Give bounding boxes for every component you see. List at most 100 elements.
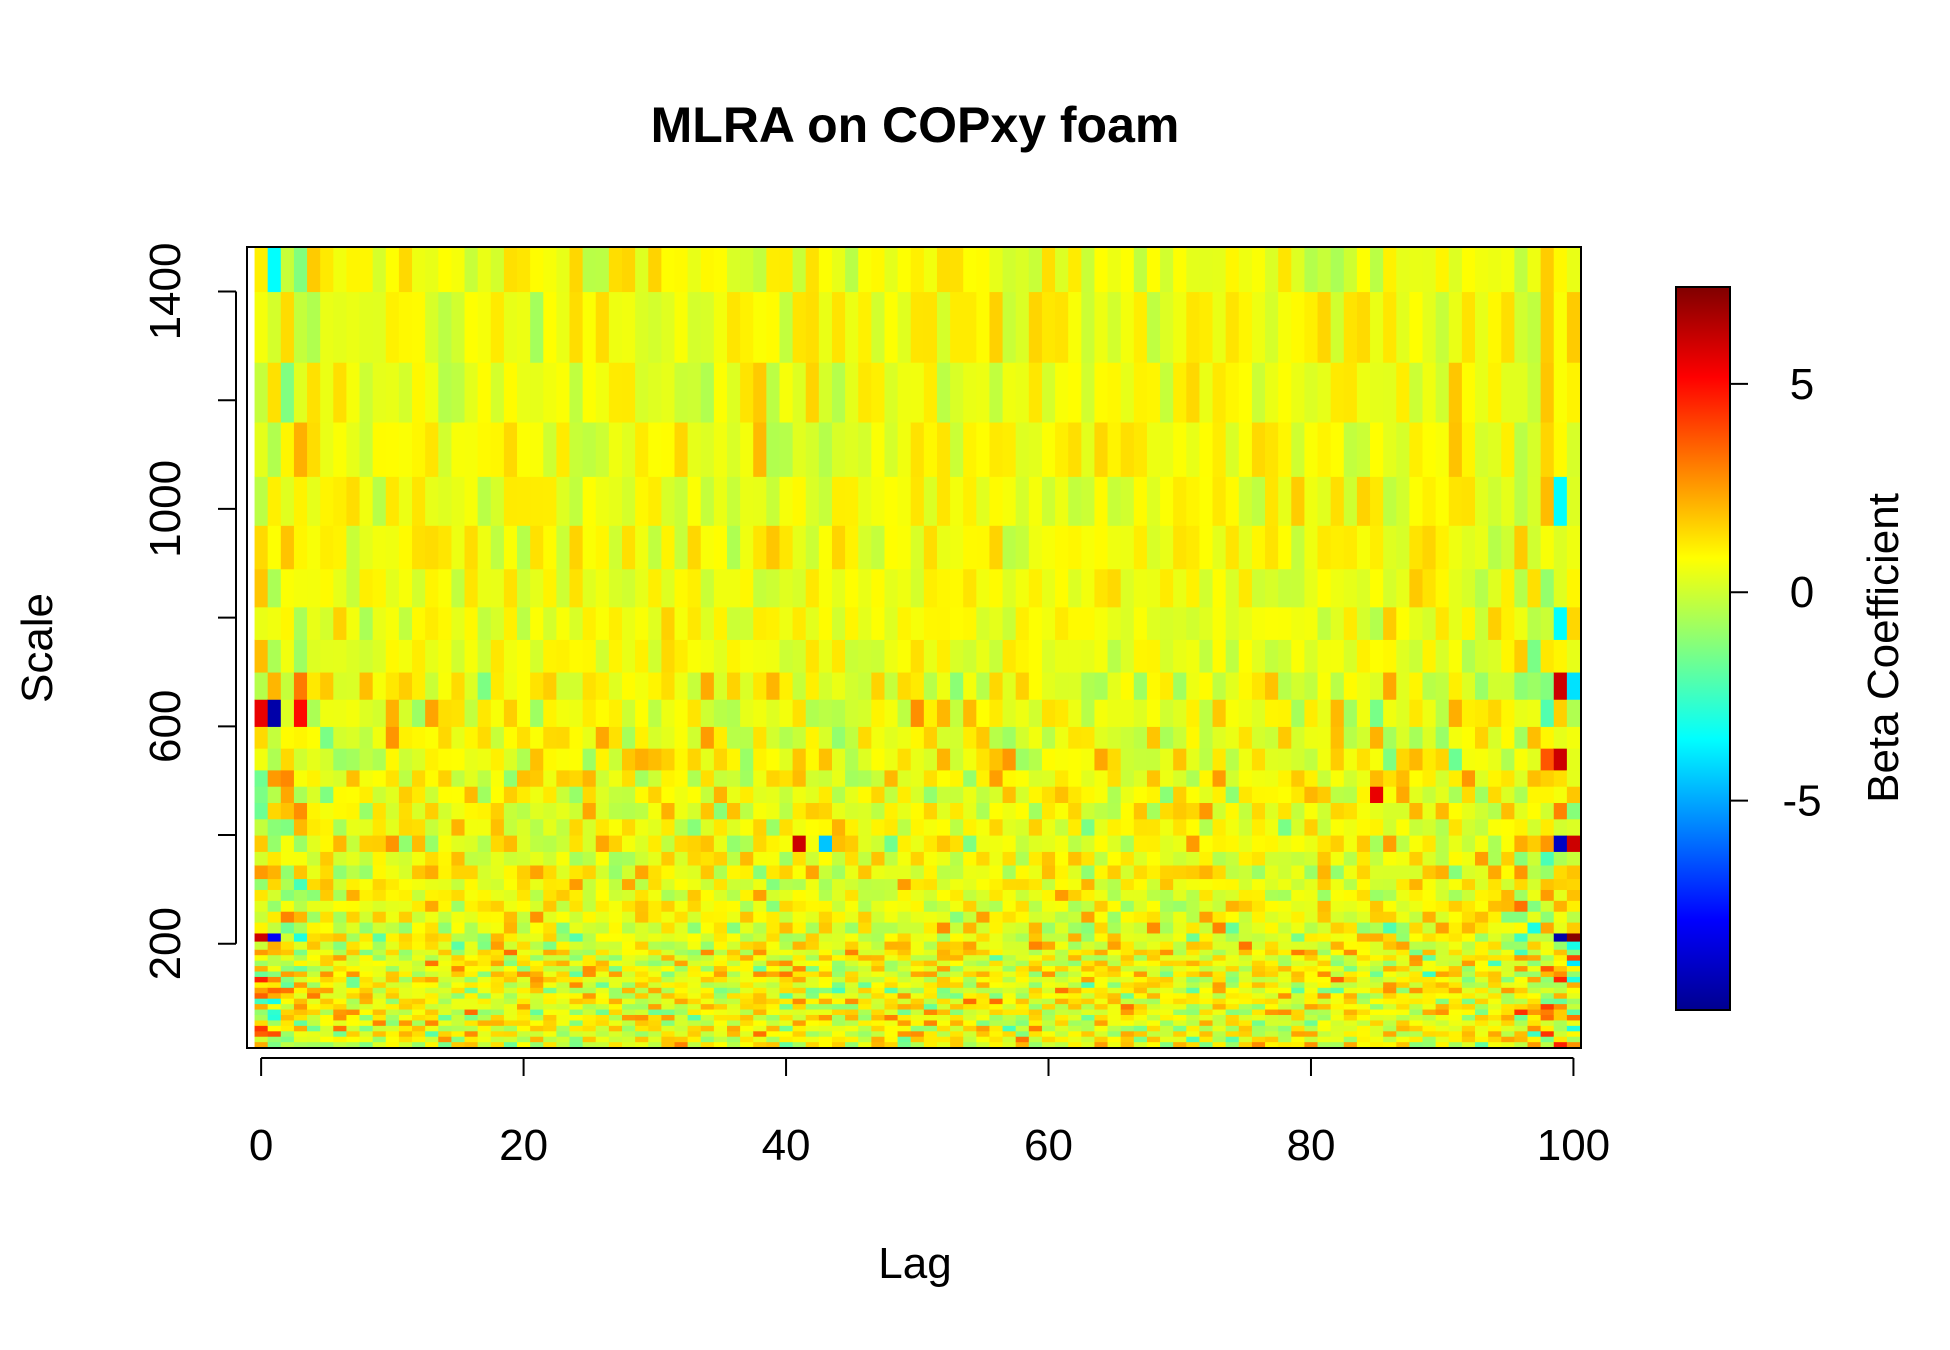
heatmap-cell <box>1081 786 1096 804</box>
heatmap-cell <box>1015 921 1030 934</box>
heatmap-cell <box>1553 976 1568 983</box>
heatmap-cell <box>1068 981 1082 988</box>
heatmap-cell <box>425 362 439 423</box>
heatmap-cell <box>1133 954 1148 961</box>
heatmap-cell <box>530 954 544 961</box>
heatmap-cell <box>897 949 912 956</box>
heatmap-cell <box>950 851 964 866</box>
heatmap-cell <box>871 248 886 293</box>
heatmap-cell <box>1488 1014 1502 1021</box>
heatmap-cell <box>635 987 649 994</box>
heatmap-cell <box>622 1014 636 1021</box>
heatmap-cell <box>831 851 846 866</box>
heatmap-cell <box>1475 818 1489 836</box>
heatmap-cell <box>1002 726 1017 749</box>
heatmap-cell <box>1291 1036 1306 1043</box>
heatmap-cell <box>582 769 597 787</box>
heatmap-cell <box>425 476 439 526</box>
heatmap-cell <box>464 835 479 852</box>
heatmap-cell <box>307 921 321 934</box>
heatmap-cell <box>556 932 571 942</box>
heatmap-cell <box>1041 878 1056 890</box>
heatmap-cell <box>923 998 938 1005</box>
heatmap-cell <box>346 1014 361 1021</box>
heatmap-cell <box>936 726 951 749</box>
heatmap-cell <box>1081 1041 1096 1048</box>
heatmap-cell <box>543 421 557 477</box>
heatmap-cell <box>831 769 846 787</box>
heatmap-cell <box>608 987 623 994</box>
heatmap-cell <box>1225 639 1240 673</box>
heatmap-cell <box>740 291 754 363</box>
heatmap-cell <box>1199 362 1214 423</box>
heatmap-cell <box>608 568 623 608</box>
heatmap-cell <box>1435 1036 1450 1043</box>
heatmap-cell <box>923 802 938 820</box>
heatmap-cell <box>1238 949 1253 956</box>
heatmap-cell <box>1041 1030 1056 1037</box>
heatmap-cell <box>713 1014 728 1021</box>
heatmap-cell <box>1212 992 1227 999</box>
heatmap-cell <box>372 568 387 608</box>
heatmap-cell <box>910 786 925 804</box>
heatmap-cell <box>503 362 518 423</box>
heatmap-cell <box>1199 976 1214 983</box>
heatmap-cell <box>648 921 662 934</box>
heatmap-cell <box>1133 1030 1148 1037</box>
heatmap-cell <box>1041 976 1056 983</box>
heatmap-cell <box>438 525 453 570</box>
heatmap-cell <box>687 476 702 526</box>
heatmap-cell <box>464 1019 479 1026</box>
heatmap-cell <box>1212 476 1227 526</box>
heatmap-cell <box>910 921 925 934</box>
heatmap-cell <box>372 1025 387 1032</box>
heatmap-cell <box>766 639 781 673</box>
heatmap-cell <box>858 864 872 880</box>
heatmap-cell <box>1120 878 1135 890</box>
heatmap-cell <box>1094 992 1109 999</box>
heatmap-cell <box>1212 851 1227 866</box>
heatmap-cell <box>1120 900 1135 912</box>
heatmap-cell <box>1146 568 1161 608</box>
heatmap-cell <box>1435 889 1450 901</box>
heatmap-cell <box>1566 1008 1581 1015</box>
heatmap-cell <box>923 911 938 923</box>
heatmap-cell <box>1146 960 1161 967</box>
heatmap-cell <box>1409 970 1424 977</box>
heatmap-cell <box>1094 362 1109 423</box>
heatmap-cell <box>648 748 662 771</box>
heatmap-cell <box>845 748 859 771</box>
heatmap-cell <box>477 954 492 961</box>
heatmap-cell <box>320 921 334 934</box>
heatmap-cell <box>307 949 321 956</box>
heatmap-cell <box>1356 960 1371 967</box>
heatmap-cell <box>1238 476 1253 526</box>
heatmap-cell <box>910 878 925 890</box>
heatmap-cell <box>989 900 1004 912</box>
heatmap-cell <box>1540 976 1555 983</box>
heatmap-cell <box>1199 1008 1214 1015</box>
heatmap-cell <box>766 981 781 988</box>
heatmap-cell <box>1238 835 1253 852</box>
heatmap-cell <box>950 864 964 880</box>
heatmap-cell <box>556 1030 571 1037</box>
heatmap-cell <box>871 699 886 727</box>
heatmap-cell <box>1317 362 1332 423</box>
heatmap-cell <box>1160 786 1174 804</box>
heatmap-cell <box>1330 932 1345 942</box>
heatmap-cell <box>1527 786 1542 804</box>
heatmap-cell <box>503 970 518 977</box>
heatmap-cell <box>280 949 295 956</box>
heatmap-cell <box>1514 639 1529 673</box>
heatmap-cell <box>635 981 649 988</box>
heatmap-cell <box>293 291 308 363</box>
heatmap-cell <box>385 802 400 820</box>
heatmap-cell <box>503 1041 518 1048</box>
heatmap-cell <box>1107 998 1122 1005</box>
heatmap-cell <box>936 1019 951 1026</box>
heatmap-cell <box>1356 671 1371 700</box>
heatmap-cell <box>963 960 977 967</box>
heatmap-cell <box>280 1036 295 1043</box>
heatmap-cell <box>1383 970 1397 977</box>
colorbar <box>1675 286 1731 1011</box>
